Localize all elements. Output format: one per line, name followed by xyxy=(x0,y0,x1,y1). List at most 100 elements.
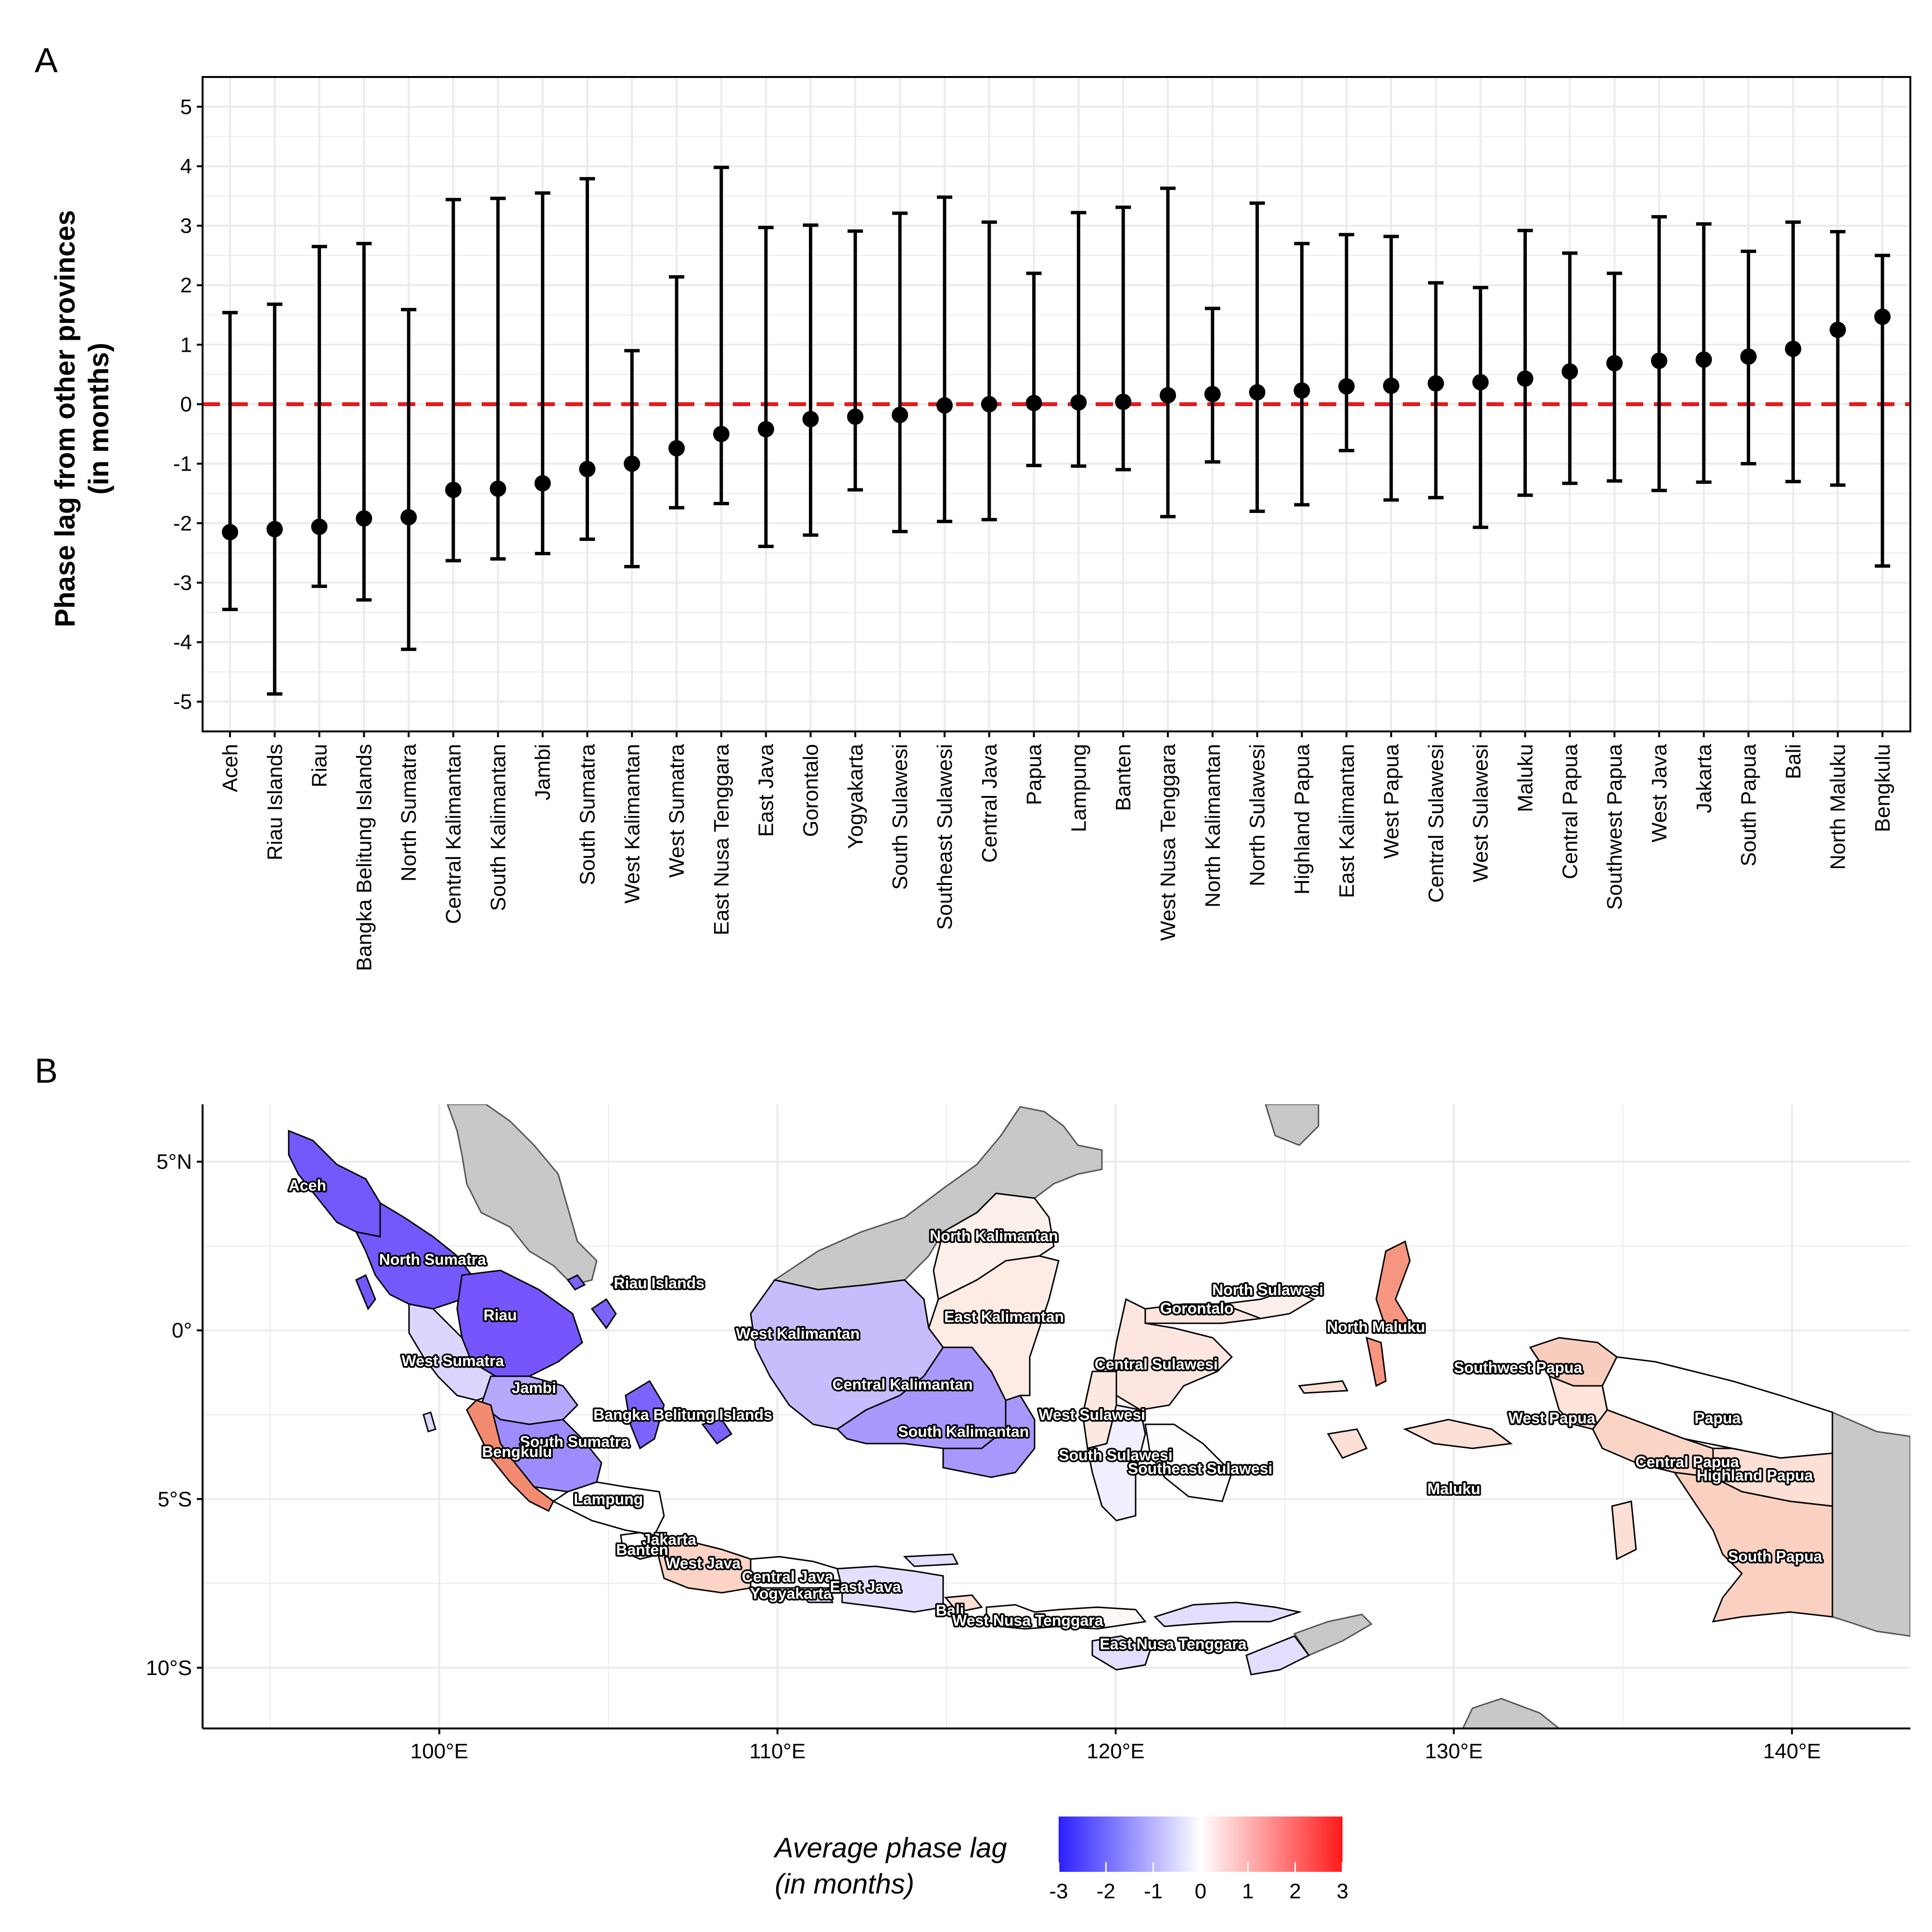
x-tick-label: East Kalimantan xyxy=(1335,744,1358,898)
chart-a-grid xyxy=(203,77,1910,732)
x-tick-label: Bangka Belitung Islands xyxy=(352,744,376,971)
province-label: Gorontalo xyxy=(1160,1300,1234,1317)
phase-lag-chart: -5 -4 -3 -2 -1 0 1 2 3 4 5 Aceh Riau Islands Riau Ban… xyxy=(50,76,1911,971)
map-x-tick-label: 130°E xyxy=(1425,1740,1483,1763)
map-x-axis: 100°E 110°E 120°E 130°E 140°E xyxy=(410,1728,1821,1763)
legend-title-line1: Average phase lag xyxy=(773,1832,1007,1864)
x-tick-label: Gorontalo xyxy=(799,744,823,837)
y-tick-label: -2 xyxy=(173,512,192,535)
y-tick-label: -5 xyxy=(173,690,192,714)
x-tick-label: Central Java xyxy=(978,743,1001,863)
legend-title-line2: (in months) xyxy=(775,1868,914,1900)
panel-a-letter: A xyxy=(35,41,58,80)
map-x-tick-label: 110°E xyxy=(749,1740,806,1763)
x-tick-label: North Sulawesi xyxy=(1246,744,1269,886)
data-point xyxy=(579,461,596,477)
data-point xyxy=(1115,394,1132,410)
data-point xyxy=(1427,375,1444,392)
province-label: South Sumatra xyxy=(520,1433,629,1450)
legend-tick-label: -3 xyxy=(1049,1880,1068,1903)
x-tick-label: West Java xyxy=(1648,743,1671,842)
legend-tick-label: -2 xyxy=(1097,1880,1115,1903)
x-tick-label: Banten xyxy=(1112,744,1135,811)
data-point xyxy=(1740,348,1757,365)
province-label: Central Sulawesi xyxy=(1095,1356,1218,1373)
map-y-tick-label: 5°S xyxy=(158,1487,192,1511)
province-label: West Papua xyxy=(1509,1409,1596,1427)
province-label: West Sulawesi xyxy=(1038,1406,1145,1423)
province-bali xyxy=(944,1594,983,1613)
x-tick-label: Riau Islands xyxy=(263,744,287,860)
province-west-nusa-tenggara xyxy=(985,1604,1147,1630)
province-label: Jakarta xyxy=(642,1531,696,1548)
chart-a-marks xyxy=(222,166,1891,696)
province-label: South Kalimantan xyxy=(898,1423,1029,1440)
x-tick-label: West Papua xyxy=(1380,743,1403,858)
data-point xyxy=(1472,374,1489,391)
province-label: North Kalimantan xyxy=(930,1227,1058,1244)
province-label: Southwest Papua xyxy=(1454,1359,1582,1376)
data-point xyxy=(1874,308,1891,325)
province-label: West Kalimantan xyxy=(736,1325,859,1343)
data-point xyxy=(266,521,283,537)
province-riau xyxy=(456,1269,583,1377)
x-tick-label: Central Sulawesi xyxy=(1424,744,1448,903)
province-label: Riau xyxy=(484,1306,517,1324)
x-tick-label: East Nusa Tenggara xyxy=(710,743,733,935)
x-tick-label: Bali xyxy=(1781,744,1805,779)
x-tick-label: South Kalimantan xyxy=(486,744,510,911)
island-nias xyxy=(355,1274,376,1310)
x-tick-label: Jakarta xyxy=(1692,743,1716,813)
philippines-landmass xyxy=(1265,1104,1319,1146)
province-label: Riau Islands xyxy=(614,1275,704,1292)
x-tick-label: Southwest Papua xyxy=(1603,743,1626,909)
data-point xyxy=(1160,387,1177,404)
data-point xyxy=(936,397,953,414)
province-label: Bengkulu xyxy=(482,1443,552,1460)
y-tick-label: -4 xyxy=(173,631,192,654)
province-label: Central Papua xyxy=(1636,1453,1739,1471)
province-label: North Sumatra xyxy=(379,1251,486,1268)
data-point xyxy=(802,410,819,427)
data-point xyxy=(1383,377,1400,394)
province-north-maluku xyxy=(1366,1240,1411,1387)
province-label: North Maluku xyxy=(1327,1318,1425,1336)
data-point xyxy=(668,440,685,457)
data-point xyxy=(981,396,998,412)
chart-a-x-axis: Aceh Riau Islands Riau Bangka Belitung Isla… xyxy=(218,731,1894,971)
x-tick-label: West Kalimantan xyxy=(620,744,644,904)
province-label: Southeast Sulawesi xyxy=(1128,1460,1273,1477)
province-label: West Java xyxy=(665,1554,741,1572)
chart-a-y-axis-title-line1: Phase lag from other provinces xyxy=(50,210,81,627)
data-point xyxy=(1338,378,1355,395)
data-point xyxy=(1517,370,1534,387)
chart-a-y-axis: -5 -4 -3 -2 -1 0 1 2 3 4 5 xyxy=(173,95,203,714)
y-tick-label: -3 xyxy=(173,571,192,595)
province-label: Bangka Belitung Islands xyxy=(593,1406,772,1423)
data-point xyxy=(713,425,729,442)
x-tick-label: Lampung xyxy=(1067,744,1090,832)
x-tick-label: Highland Papua xyxy=(1290,743,1314,895)
x-tick-label: Jambi xyxy=(531,744,555,800)
province-label: Aceh xyxy=(289,1177,326,1194)
province-bengkulu xyxy=(466,1399,554,1512)
chart-a-y-axis-title-line2: (in months) xyxy=(83,343,115,495)
legend-tick-label: 1 xyxy=(1242,1880,1254,1903)
legend-ticks: -3 -2 -1 0 1 2 3 xyxy=(1049,1862,1348,1903)
data-point xyxy=(1293,382,1310,399)
phase-lag-map: Aceh North Sumatra Riau Islands Riau West Su… xyxy=(146,1104,1910,1763)
legend-tick-label: -1 xyxy=(1144,1880,1163,1903)
data-point xyxy=(624,455,640,472)
y-tick-label: 3 xyxy=(180,214,192,238)
map-legend: Average phase lag (in months) -3 -2 -1 0 1 2 3 xyxy=(773,1817,1348,1903)
province-south-papua xyxy=(1673,1471,1833,1623)
x-tick-label: Yogyakarta xyxy=(844,743,867,849)
province-label: Banten xyxy=(616,1541,668,1558)
panel-b-letter: B xyxy=(35,1052,58,1090)
province-label: North Sulawesi xyxy=(1212,1281,1323,1299)
map-y-tick-label: 5°N xyxy=(156,1150,192,1174)
data-point xyxy=(1830,321,1846,338)
province-label: South Sulawesi xyxy=(1059,1446,1172,1464)
province-label: East Kalimantan xyxy=(944,1308,1064,1326)
y-tick-label: -1 xyxy=(173,452,192,476)
